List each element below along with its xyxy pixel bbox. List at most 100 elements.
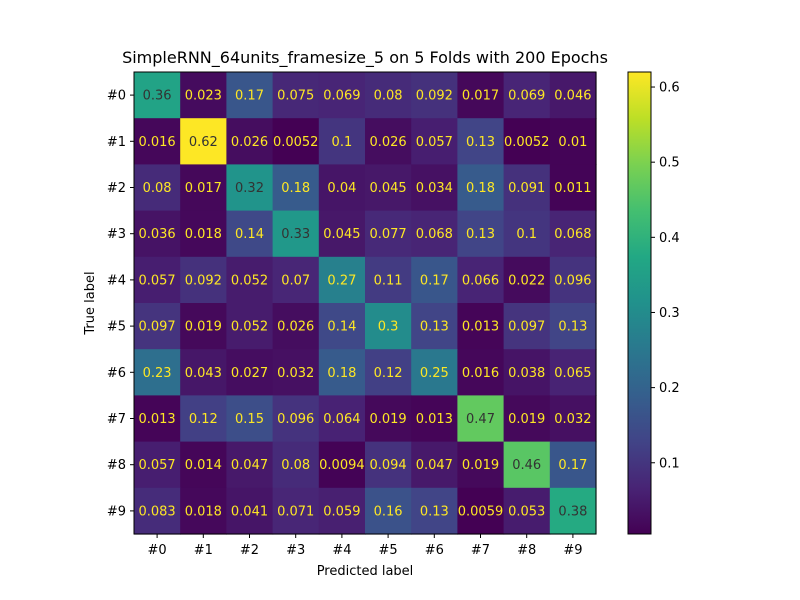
x-tick-label: #4 [332, 543, 351, 558]
cell-value-label: 0.0094 [319, 458, 365, 473]
heatmap-cell [411, 441, 458, 489]
cell-value-label: 0.017 [462, 89, 499, 104]
heatmap-cell [318, 349, 366, 396]
heatmap-cell [226, 349, 274, 396]
cell-value-label: 0.019 [508, 412, 545, 427]
cell-value-label: 0.097 [508, 320, 545, 335]
cell-value-label: 0.052 [231, 320, 268, 335]
cell-value-label: 0.065 [554, 366, 591, 381]
cell-value-label: 0.18 [466, 181, 495, 196]
cell-value-label: 0.32 [235, 181, 264, 196]
cell-value-label: 0.018 [185, 227, 222, 242]
heatmap-cell [134, 72, 181, 119]
cell-value-label: 0.059 [323, 504, 360, 519]
cell-value-label: 0.33 [281, 227, 310, 242]
cell-value-label: 0.071 [277, 504, 314, 519]
cell-value-label: 0.13 [420, 504, 449, 519]
heatmap-cell [457, 118, 505, 165]
heatmap-cell [411, 303, 458, 350]
cell-value-label: 0.053 [508, 504, 545, 519]
cell-value-label: 0.083 [138, 504, 175, 519]
heatmap-cell [549, 303, 597, 350]
cell-value-label: 0.075 [277, 89, 314, 104]
heatmap-cell [318, 441, 366, 489]
heatmap-cell [272, 210, 320, 258]
heatmap-cell [226, 303, 274, 350]
heatmap-cell [134, 118, 181, 165]
cell-value-label: 0.17 [558, 458, 587, 473]
heatmap-cell [180, 256, 227, 304]
cell-value-label: 0.023 [185, 89, 222, 104]
heatmap-cell [272, 118, 320, 165]
x-tick-label: #8 [517, 543, 536, 558]
heatmap-cell [272, 72, 320, 119]
y-tick-label: #2 [107, 181, 126, 196]
heatmap-cell [226, 256, 274, 304]
cell-value-label: 0.047 [231, 458, 268, 473]
heatmap-cell [272, 303, 320, 350]
cell-value-label: 0.057 [416, 135, 453, 150]
heatmap-cell [134, 441, 181, 489]
cell-value-label: 0.013 [416, 412, 453, 427]
cell-value-label: 0.096 [277, 412, 314, 427]
cell-value-label: 0.08 [281, 458, 310, 473]
cell-value-label: 0.019 [462, 458, 499, 473]
y-tick-label: #1 [107, 135, 126, 150]
heatmap-cell [226, 441, 274, 489]
heatmap-cell [318, 256, 366, 304]
cell-value-label: 0.1 [516, 227, 537, 242]
heatmap-cell [365, 164, 412, 212]
colorbar [627, 71, 652, 535]
cell-value-label: 0.022 [508, 273, 545, 288]
cell-value-label: 0.27 [327, 273, 356, 288]
cell-value-label: 0.12 [189, 412, 218, 427]
cell-value-label: 0.62 [189, 135, 218, 150]
heatmap-cell [457, 349, 505, 396]
cell-value-label: 0.043 [185, 366, 222, 381]
heatmap-cell [318, 164, 366, 212]
heatmap-cell [365, 349, 412, 396]
colorbar-tick-label: 0.6 [659, 81, 680, 96]
heatmap-cell [549, 441, 597, 489]
heatmap-cell [272, 256, 320, 304]
cell-value-label: 0.026 [277, 320, 314, 335]
heatmap-cell [411, 349, 458, 396]
cell-value-label: 0.13 [420, 320, 449, 335]
y-tick-label: #5 [107, 320, 126, 335]
cell-value-label: 0.032 [277, 366, 314, 381]
heatmap-cell [318, 395, 366, 443]
heatmap-cell [549, 72, 597, 119]
cell-value-label: 0.18 [327, 366, 356, 381]
heatmap-cell [411, 164, 458, 212]
heatmap-cell [549, 118, 597, 165]
cell-value-label: 0.069 [323, 89, 360, 104]
heatmap-cell [134, 303, 181, 350]
heatmap-cell [365, 210, 412, 258]
cell-value-label: 0.027 [231, 366, 268, 381]
colorbar-tick-label: 0.4 [659, 231, 680, 246]
heatmap-cell [503, 118, 551, 165]
heatmap-cell [180, 395, 227, 443]
heatmap-cell [180, 441, 227, 489]
heatmap-cell [503, 487, 551, 535]
heatmap-cell [180, 303, 227, 350]
cell-value-label: 0.013 [138, 412, 175, 427]
colorbar-tick-label: 0.1 [659, 456, 680, 471]
cell-value-label: 0.46 [512, 458, 541, 473]
heatmap-cell [503, 349, 551, 396]
cell-value-label: 0.057 [138, 458, 175, 473]
heatmap-cell [411, 118, 458, 165]
heatmap-cell [365, 487, 412, 535]
cell-value-label: 0.38 [558, 504, 587, 519]
heatmap-cell [226, 395, 274, 443]
heatmap-cell [457, 210, 505, 258]
heatmap-cell [318, 72, 366, 119]
x-tick-label: #5 [379, 543, 398, 558]
cell-value-label: 0.0052 [273, 135, 319, 150]
x-tick-label: #0 [148, 543, 167, 558]
y-tick-label: #8 [107, 458, 126, 473]
heatmap-cells: 0.36 0.023 0.17 0.075 0.069 0.08 0.092 0.017 0.0… [134, 72, 597, 535]
heatmap-cell [272, 164, 320, 212]
cell-value-label: 0.17 [235, 89, 264, 104]
cell-value-label: 0.3 [378, 320, 399, 335]
